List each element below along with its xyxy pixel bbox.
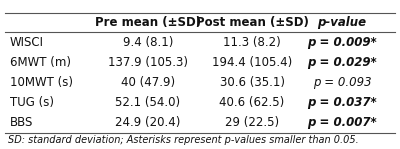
Text: 40 (47.9): 40 (47.9) <box>121 76 175 89</box>
Text: Post mean (±SD): Post mean (±SD) <box>196 16 308 29</box>
Text: 10MWT (s): 10MWT (s) <box>10 76 73 89</box>
Text: WISCI: WISCI <box>10 36 44 49</box>
Text: BBS: BBS <box>10 116 33 129</box>
Text: 6MWT (m): 6MWT (m) <box>10 56 71 69</box>
Text: 24.9 (20.4): 24.9 (20.4) <box>115 116 181 129</box>
Text: p-value: p-value <box>318 16 366 29</box>
Text: 52.1 (54.0): 52.1 (54.0) <box>116 96 180 109</box>
Text: 29 (22.5): 29 (22.5) <box>225 116 279 129</box>
Text: p = 0.029*: p = 0.029* <box>307 56 377 69</box>
Text: p = 0.009*: p = 0.009* <box>307 36 377 49</box>
Text: Pre mean (±SD): Pre mean (±SD) <box>95 16 201 29</box>
Text: 30.6 (35.1): 30.6 (35.1) <box>220 76 284 89</box>
Text: TUG (s): TUG (s) <box>10 96 54 109</box>
Text: p = 0.037*: p = 0.037* <box>307 96 377 109</box>
Text: SD: standard deviation; Asterisks represent p-values smaller than 0.05.: SD: standard deviation; Asterisks repres… <box>8 135 359 145</box>
Text: 9.4 (8.1): 9.4 (8.1) <box>123 36 173 49</box>
Text: p = 0.007*: p = 0.007* <box>307 116 377 129</box>
Text: 194.4 (105.4): 194.4 (105.4) <box>212 56 292 69</box>
Text: p = 0.093: p = 0.093 <box>313 76 371 89</box>
Text: 137.9 (105.3): 137.9 (105.3) <box>108 56 188 69</box>
Text: 40.6 (62.5): 40.6 (62.5) <box>219 96 285 109</box>
Text: 11.3 (8.2): 11.3 (8.2) <box>223 36 281 49</box>
